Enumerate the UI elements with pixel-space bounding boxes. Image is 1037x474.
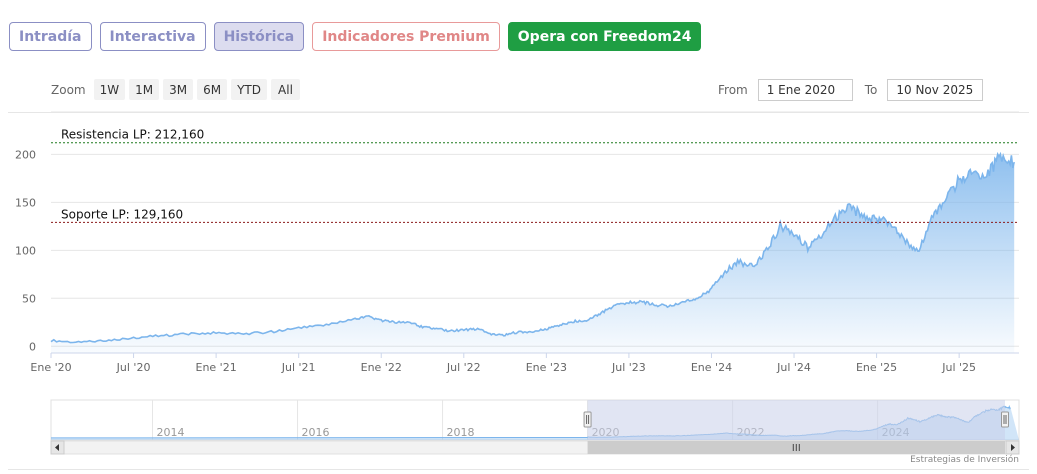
series-area bbox=[51, 154, 1015, 353]
navigator[interactable]: 201420162018202020222024 bbox=[50, 399, 1020, 455]
bottom-separator bbox=[8, 469, 1029, 470]
tab-0[interactable]: Intradía bbox=[9, 22, 92, 51]
x-tick-label: Ene '25 bbox=[856, 361, 897, 374]
zoom-bar: Zoom 1W 1M 3M 6M YTD All bbox=[51, 79, 300, 100]
to-label: To bbox=[864, 83, 878, 97]
zoom-button-ytd[interactable]: YTD bbox=[231, 79, 267, 100]
reference-line-label: Soporte LP: 129,160 bbox=[61, 207, 183, 221]
zoom-button-6m[interactable]: 6M bbox=[197, 79, 228, 100]
x-tick-label: Ene '20 bbox=[30, 361, 71, 374]
from-label: From bbox=[718, 83, 748, 97]
navigator-year-label: 2016 bbox=[302, 426, 330, 439]
navigator-handle-left[interactable] bbox=[583, 411, 592, 428]
zoom-button-1w[interactable]: 1W bbox=[93, 79, 126, 100]
arrow-left-icon bbox=[55, 444, 59, 451]
x-tick-label: Ene '23 bbox=[526, 361, 567, 374]
y-tick-label: 150 bbox=[15, 196, 36, 209]
x-tick-label: Ene '24 bbox=[691, 361, 732, 374]
reference-lines: Resistencia LP: 212,160 Soporte LP: 129,1… bbox=[51, 128, 1019, 223]
zoom-button-1m[interactable]: 1M bbox=[129, 79, 160, 100]
from-date-input[interactable]: 1 Ene 2020 bbox=[757, 79, 853, 101]
reference-line-label: Resistencia LP: 212,160 bbox=[61, 128, 204, 142]
x-tick-label: Jul '24 bbox=[776, 361, 811, 374]
navigator-selection[interactable] bbox=[587, 400, 1005, 440]
chart-credit: Estrategias de Inversión bbox=[910, 455, 1019, 465]
x-tick-label: Jul '23 bbox=[611, 361, 646, 374]
x-tick-label: Ene '21 bbox=[196, 361, 237, 374]
x-tick-label: Jul '20 bbox=[116, 361, 151, 374]
tab-1[interactable]: Interactiva bbox=[99, 22, 206, 51]
tab-2[interactable]: Histórica bbox=[213, 22, 305, 51]
arrow-right-icon bbox=[1011, 444, 1015, 451]
x-tick-label: Ene '22 bbox=[361, 361, 402, 374]
x-tick-label: Jul '22 bbox=[446, 361, 481, 374]
navigator-handle-right[interactable] bbox=[1001, 411, 1009, 428]
chart-plot bbox=[50, 151, 1015, 353]
x-tick-label: Jul '21 bbox=[281, 361, 316, 374]
y-tick-label: 100 bbox=[15, 244, 36, 257]
zoom-button-all[interactable]: All bbox=[271, 79, 300, 100]
x-tick-label: Jul '25 bbox=[941, 361, 976, 374]
series-line bbox=[50, 151, 1015, 344]
date-range: From 1 Ene 2020 To 10 Nov 2025 bbox=[718, 79, 984, 101]
navigator-year-label: 2014 bbox=[157, 426, 185, 439]
y-tick-label: 200 bbox=[15, 148, 36, 161]
tab-3[interactable]: Indicadores Premium bbox=[312, 22, 500, 51]
x-axis: Ene '20 Jul '20 Ene '21 Jul '21 Ene '22 Jul '… bbox=[30, 352, 1019, 374]
tab-4[interactable]: Opera con Freedom24 bbox=[507, 22, 702, 51]
y-tick-label: 50 bbox=[22, 292, 36, 305]
to-date-input[interactable]: 10 Nov 2025 bbox=[887, 79, 984, 101]
navigator-year-label: 2018 bbox=[447, 426, 475, 439]
zoom-button-3m[interactable]: 3M bbox=[163, 79, 194, 100]
y-tick-label: 0 bbox=[29, 340, 36, 353]
zoom-label: Zoom bbox=[51, 82, 86, 97]
chart-tabs: Intradía Interactiva Histórica Indicadores … bbox=[9, 22, 702, 51]
y-axis: 0 50 100 150 200 bbox=[15, 148, 36, 353]
